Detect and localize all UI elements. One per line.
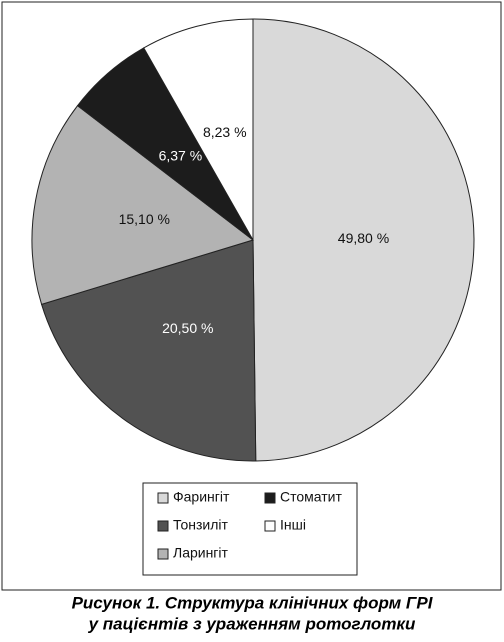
data-label: 20,50 %: [162, 320, 213, 336]
pie-slice: [40, 239, 257, 462]
pie-slice: [252, 18, 475, 462]
legend-label: Ларингіт: [173, 545, 229, 561]
legend-frame: [142, 482, 358, 576]
legend-label: Інші: [280, 517, 306, 533]
pie-slice: [143, 18, 254, 242]
data-label: 8,23 %: [203, 124, 247, 140]
legend-swatch: [157, 492, 169, 504]
legend-swatch: [264, 492, 276, 504]
legend-swatch: [157, 520, 169, 532]
legend-label: Стоматит: [280, 489, 342, 505]
data-label: 49,80 %: [338, 230, 389, 246]
chart-title: у пацієнтів з ураженням ротоглотки: [88, 614, 416, 633]
legend-swatch: [264, 520, 276, 532]
data-label: 6,37 %: [159, 147, 203, 163]
legend-label: Тонзиліт: [173, 517, 228, 533]
pie-slice: [31, 104, 255, 305]
legend-swatch: [157, 548, 169, 560]
data-label: 15,10 %: [119, 211, 170, 227]
chart-title: Рисунок 1. Структура клінічних форм ГРІ: [72, 593, 434, 612]
legend-label: Фарингіт: [173, 489, 230, 505]
